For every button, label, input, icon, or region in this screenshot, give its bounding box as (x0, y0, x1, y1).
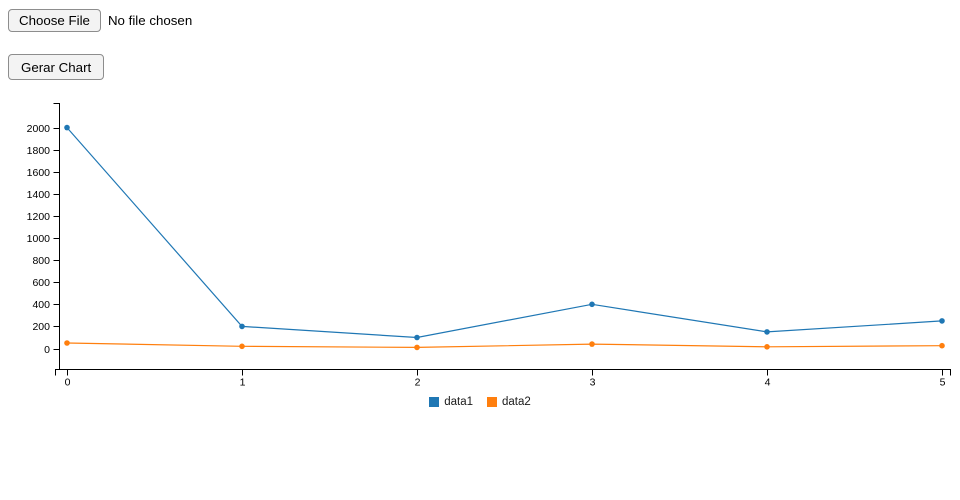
y-tick-label: 1200 (27, 211, 51, 223)
data-point-data2[interactable] (764, 344, 770, 350)
y-tick-label: 600 (32, 277, 50, 289)
data-point-data1[interactable] (414, 334, 420, 341)
x-tick-label: 0 (65, 377, 71, 389)
y-tick-label: 1400 (27, 189, 51, 201)
series-data1 (64, 124, 945, 341)
legend-swatch-data1 (429, 397, 440, 407)
data-point-data2[interactable] (64, 340, 70, 346)
y-tick-label: 0 (44, 344, 50, 356)
choose-file-button[interactable]: Choose File (8, 8, 101, 32)
legend-item-data1[interactable]: data1 (429, 396, 473, 408)
series-line-data1 (66, 127, 943, 339)
data-point-data2[interactable] (939, 342, 945, 349)
legend-label: data2 (502, 396, 531, 408)
chart-legend: data1 data2 (0, 393, 960, 411)
y-axis: 0 200 400 600 800 1000 1200 1400 1600 1800 2000 (27, 103, 60, 370)
data-point-data1[interactable] (239, 323, 245, 330)
x-tick-label: 2 (415, 377, 421, 389)
x-tick-label: 3 (590, 377, 596, 389)
y-tick-label: 1600 (27, 167, 51, 179)
data-point-data1[interactable] (64, 124, 70, 131)
series-line-data2 (66, 342, 943, 349)
y-tick-label: 200 (32, 321, 50, 333)
data-point-data1[interactable] (764, 329, 770, 335)
data-point-data2[interactable] (589, 341, 595, 347)
series-data2 (64, 340, 945, 351)
y-tick-label: 1000 (27, 233, 51, 245)
x-tick-label: 4 (765, 377, 771, 389)
legend-item-data2[interactable]: data2 (487, 396, 531, 408)
file-status-text: No file chosen (107, 12, 193, 28)
top-controls: Choose File No file chosen Gerar Chart (8, 8, 192, 80)
file-input[interactable]: Choose File No file chosen (8, 8, 192, 32)
y-tick-label: 400 (32, 299, 50, 311)
data-point-data1[interactable] (939, 318, 945, 324)
x-axis: 0 1 2 3 4 5 (55, 369, 951, 389)
chart-canvas: 0 200 400 600 800 1000 1200 1400 1600 1800 2000 0 1 2… (27, 103, 951, 389)
y-tick-label: 800 (32, 255, 50, 267)
data-point-data1[interactable] (589, 301, 595, 308)
x-tick-label: 5 (940, 377, 946, 389)
data-point-data2[interactable] (414, 344, 420, 351)
generate-chart-button[interactable]: Gerar Chart (8, 54, 105, 80)
y-tick-label: 2000 (27, 123, 51, 135)
x-tick-label: 1 (240, 377, 246, 389)
y-tick-label: 1800 (27, 145, 51, 157)
data-point-data2[interactable] (239, 343, 245, 350)
legend-swatch-data2 (487, 397, 497, 407)
legend-label: data1 (444, 396, 473, 408)
line-chart: 0 200 400 600 800 1000 1200 1400 1600 1800 2000 0 1 2… (0, 95, 960, 411)
